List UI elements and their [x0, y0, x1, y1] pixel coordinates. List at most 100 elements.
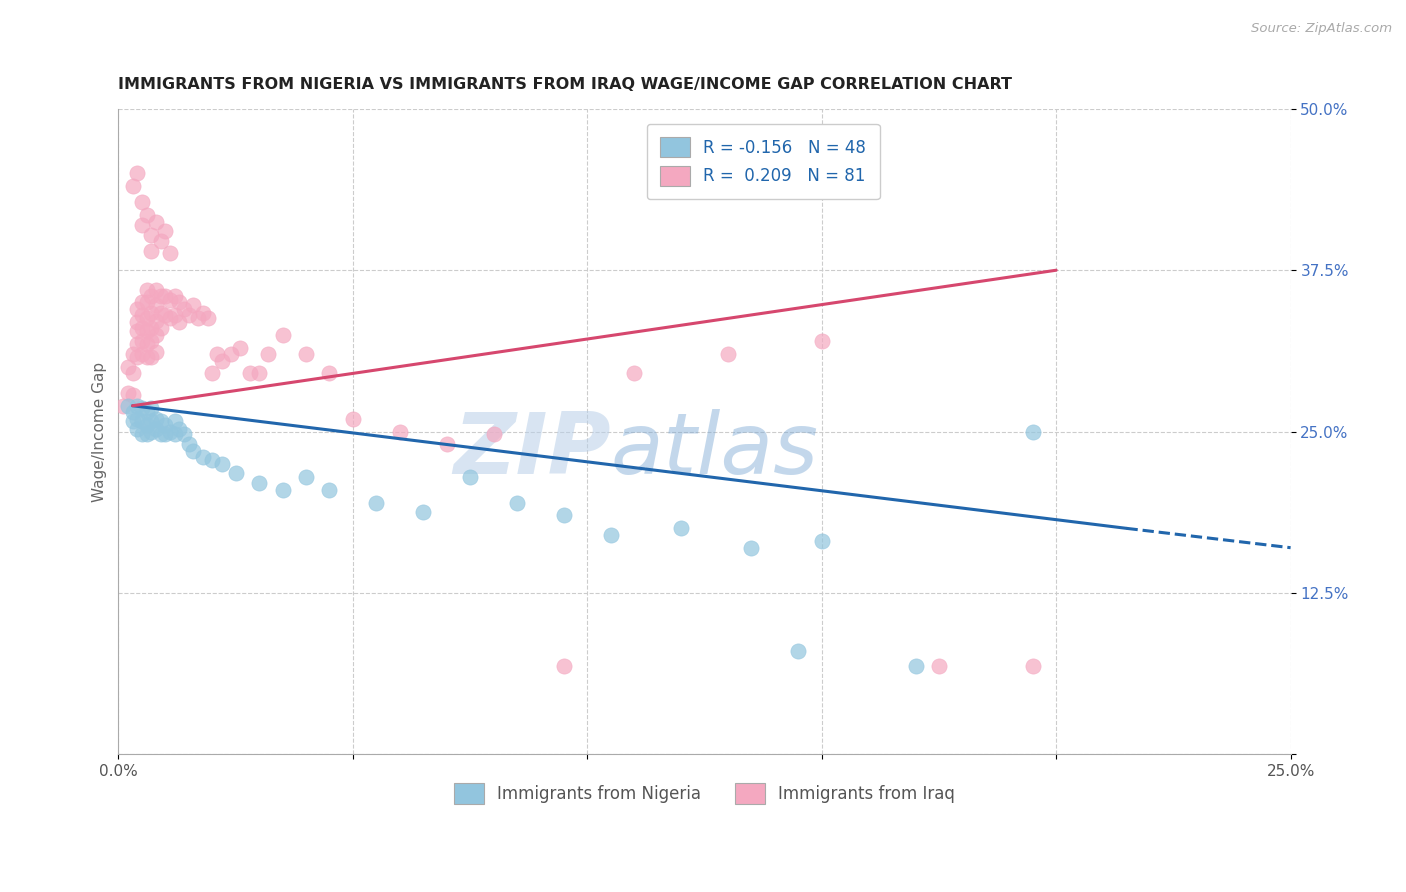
Point [159, 425, 181, 439]
Point [145, 411, 167, 425]
Point [201, 453, 224, 467]
Point [205, 347, 228, 361]
Point [155, 289, 177, 303]
Point [155, 225, 177, 239]
Point [135, 208, 157, 222]
Point [1022, 659, 1045, 673]
Point [127, 411, 149, 425]
Point [141, 334, 163, 349]
Point [135, 427, 157, 442]
Point [318, 483, 340, 497]
Text: Source: ZipAtlas.com: Source: ZipAtlas.com [1251, 22, 1392, 36]
Point [257, 347, 280, 361]
Point [149, 234, 172, 248]
Point [342, 411, 364, 425]
Text: IMMIGRANTS FROM NIGERIA VS IMMIGRANTS FROM IRAQ WAGE/INCOME GAP CORRELATION CHAR: IMMIGRANTS FROM NIGERIA VS IMMIGRANTS FR… [118, 78, 1012, 93]
Point [127, 166, 149, 180]
Point [141, 425, 163, 439]
Point [225, 466, 247, 480]
Point [121, 405, 143, 419]
Point [271, 483, 294, 497]
Point [163, 309, 186, 323]
Point [219, 347, 242, 361]
Point [201, 367, 224, 381]
Point [145, 215, 167, 229]
Point [131, 414, 153, 428]
Point [117, 359, 139, 374]
Point [810, 534, 832, 549]
Point [149, 427, 172, 442]
Point [141, 414, 163, 428]
Point [127, 399, 149, 413]
Point [366, 495, 388, 509]
Point [131, 309, 153, 323]
Point [121, 414, 143, 428]
Point [173, 301, 195, 316]
Point [169, 315, 191, 329]
Point [295, 347, 318, 361]
Point [112, 399, 135, 413]
Point [163, 427, 186, 442]
Point [159, 310, 181, 325]
Point [163, 289, 186, 303]
Point [135, 336, 157, 351]
Point [131, 334, 153, 349]
Point [155, 309, 177, 323]
Point [155, 427, 177, 442]
Point [127, 324, 149, 338]
Point [599, 528, 621, 542]
Point [295, 469, 318, 483]
Point [155, 418, 177, 433]
Point [553, 508, 575, 523]
Point [145, 327, 167, 342]
Point [810, 334, 832, 349]
Point [211, 457, 233, 471]
Point [145, 298, 167, 312]
Point [183, 444, 205, 458]
Point [135, 295, 157, 310]
Point [177, 309, 200, 323]
Point [121, 367, 143, 381]
Point [623, 367, 645, 381]
Point [149, 306, 172, 320]
Point [247, 476, 270, 491]
Point [141, 306, 163, 320]
Point [145, 283, 167, 297]
Point [482, 427, 505, 442]
Point [131, 401, 153, 416]
Point [177, 437, 200, 451]
Point [141, 401, 163, 416]
Point [117, 385, 139, 400]
Point [271, 327, 294, 342]
Text: atlas: atlas [610, 409, 818, 492]
Point [149, 414, 172, 428]
Point [141, 244, 163, 258]
Point [141, 321, 163, 335]
Point [141, 289, 163, 303]
Point [197, 310, 219, 325]
Point [187, 310, 209, 325]
Point [127, 315, 149, 329]
Point [717, 347, 740, 361]
Point [135, 418, 157, 433]
Point [928, 659, 950, 673]
Point [149, 289, 172, 303]
Point [904, 659, 927, 673]
Point [159, 293, 181, 307]
Point [740, 541, 762, 555]
Point [458, 469, 481, 483]
Point [149, 321, 172, 335]
Point [669, 521, 692, 535]
Point [436, 437, 458, 451]
Point [135, 310, 157, 325]
Point [127, 336, 149, 351]
Legend: Immigrants from Nigeria, Immigrants from Iraq: Immigrants from Nigeria, Immigrants from… [447, 777, 962, 811]
Point [127, 350, 149, 364]
Point [135, 324, 157, 338]
Point [131, 194, 153, 209]
Point [127, 422, 149, 436]
Point [121, 179, 143, 194]
Point [173, 427, 195, 442]
Point [141, 350, 163, 364]
Point [247, 367, 270, 381]
